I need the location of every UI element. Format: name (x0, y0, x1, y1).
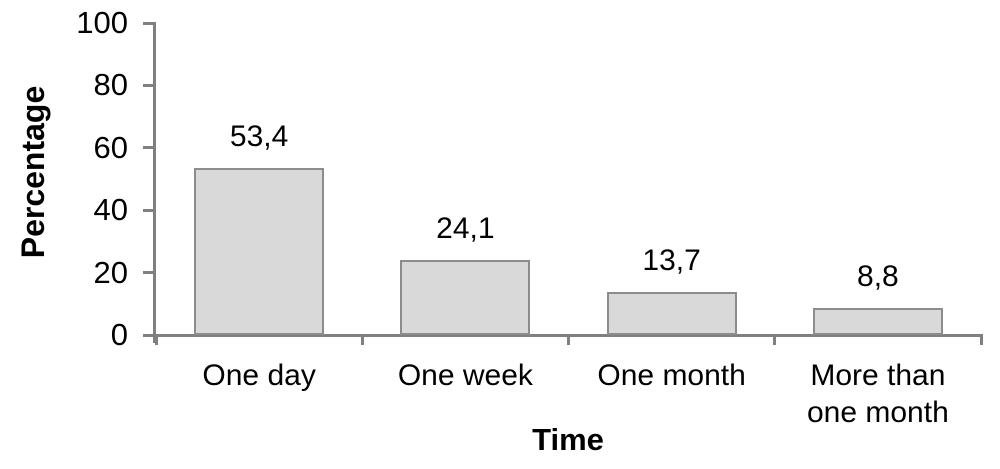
bar-value-label: 8,8 (857, 259, 899, 293)
x-tick (154, 334, 158, 345)
x-category-label: More than one month (768, 357, 988, 431)
x-tick (567, 334, 570, 345)
x-category-label: One day (149, 357, 369, 394)
x-category-label: One month (562, 357, 782, 394)
x-category-label: One week (355, 357, 575, 394)
bar-value-label: 13,7 (642, 244, 701, 278)
y-tick (143, 271, 154, 275)
y-tick (143, 83, 154, 87)
bar-value-label: 24,1 (436, 211, 495, 245)
x-category-label-line: One day (202, 359, 316, 392)
y-axis-title: Percentage (15, 85, 51, 259)
x-category-label-line: one month (806, 396, 949, 429)
bar (400, 259, 531, 335)
x-axis-title: Time (532, 422, 604, 457)
y-tick (143, 208, 154, 212)
y-tick-label: 0 (110, 317, 128, 352)
x-tick (979, 334, 983, 345)
y-tick-label: 40 (93, 192, 128, 228)
bar (194, 168, 325, 335)
y-tick-label: 60 (93, 129, 128, 165)
y-axis-line (153, 22, 156, 343)
y-tick-label: 80 (93, 67, 128, 103)
bar (812, 307, 943, 335)
y-tick (143, 146, 154, 150)
y-tick (143, 333, 154, 337)
y-tick-label: 100 (76, 5, 128, 40)
bar (606, 292, 737, 335)
bar-value-label: 53,4 (229, 120, 289, 154)
x-category-label-line: One month (597, 359, 746, 392)
y-tick-label: 20 (93, 254, 128, 290)
y-tick (143, 21, 154, 25)
x-tick (360, 334, 364, 345)
x-category-label-line: One week (397, 359, 533, 392)
x-category-label-line: More than (810, 359, 946, 392)
x-tick (773, 334, 777, 345)
